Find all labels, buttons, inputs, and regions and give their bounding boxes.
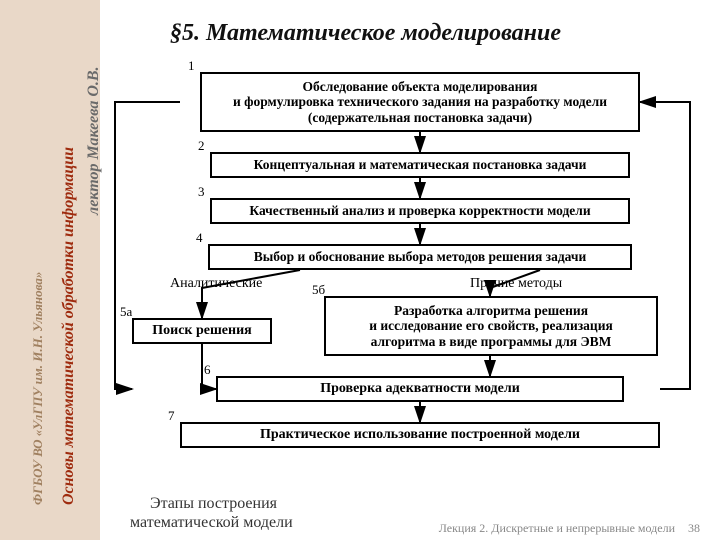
node-number-n1: 1 [188, 58, 195, 74]
node-n5a: Поиск решения [132, 318, 272, 344]
flowchart: 1 Обследование объекта моделированияи фор… [100, 60, 720, 480]
node-n7: Практическое использование построенной м… [180, 422, 660, 448]
sidebar-line-institution: ФГБОУ ВО «УлГПУ им. И.Н. Ульянова» [30, 272, 46, 505]
node-number-n5a: 5a [120, 304, 132, 320]
node-number-n6: 6 [204, 362, 211, 378]
branch-label-analytical: Аналитические [170, 276, 262, 292]
page-title: §5. Математическое моделирование [170, 20, 561, 47]
node-number-n7: 7 [168, 408, 175, 424]
footer-page: 38 [688, 521, 700, 536]
node-n5b: Разработка алгоритма решенияи исследован… [324, 296, 658, 356]
node-number-n2: 2 [198, 138, 205, 154]
node-n2: Концептуальная и математическая постанов… [210, 152, 630, 178]
footer: Лекция 2. Дискретные и непрерывные модел… [439, 521, 700, 536]
caption-line2: математической модели [130, 513, 293, 532]
node-n3: Качественный анализ и проверка корректно… [210, 198, 630, 224]
node-n1: Обследование объекта моделированияи форм… [200, 72, 640, 132]
caption-line1: Этапы построения [130, 494, 293, 513]
caption: Этапы построения математической модели [130, 494, 293, 532]
node-n6: Проверка адекватности модели [216, 376, 624, 402]
node-number-n4: 4 [196, 230, 203, 246]
branch-label-other: Прочие методы [470, 276, 562, 292]
sidebar-line-course: Основы математической обработки информац… [60, 147, 78, 505]
node-n4: Выбор и обоснование выбора методов решен… [208, 244, 632, 270]
node-number-n3: 3 [198, 184, 205, 200]
footer-lecture: Лекция 2. Дискретные и непрерывные модел… [439, 521, 675, 535]
